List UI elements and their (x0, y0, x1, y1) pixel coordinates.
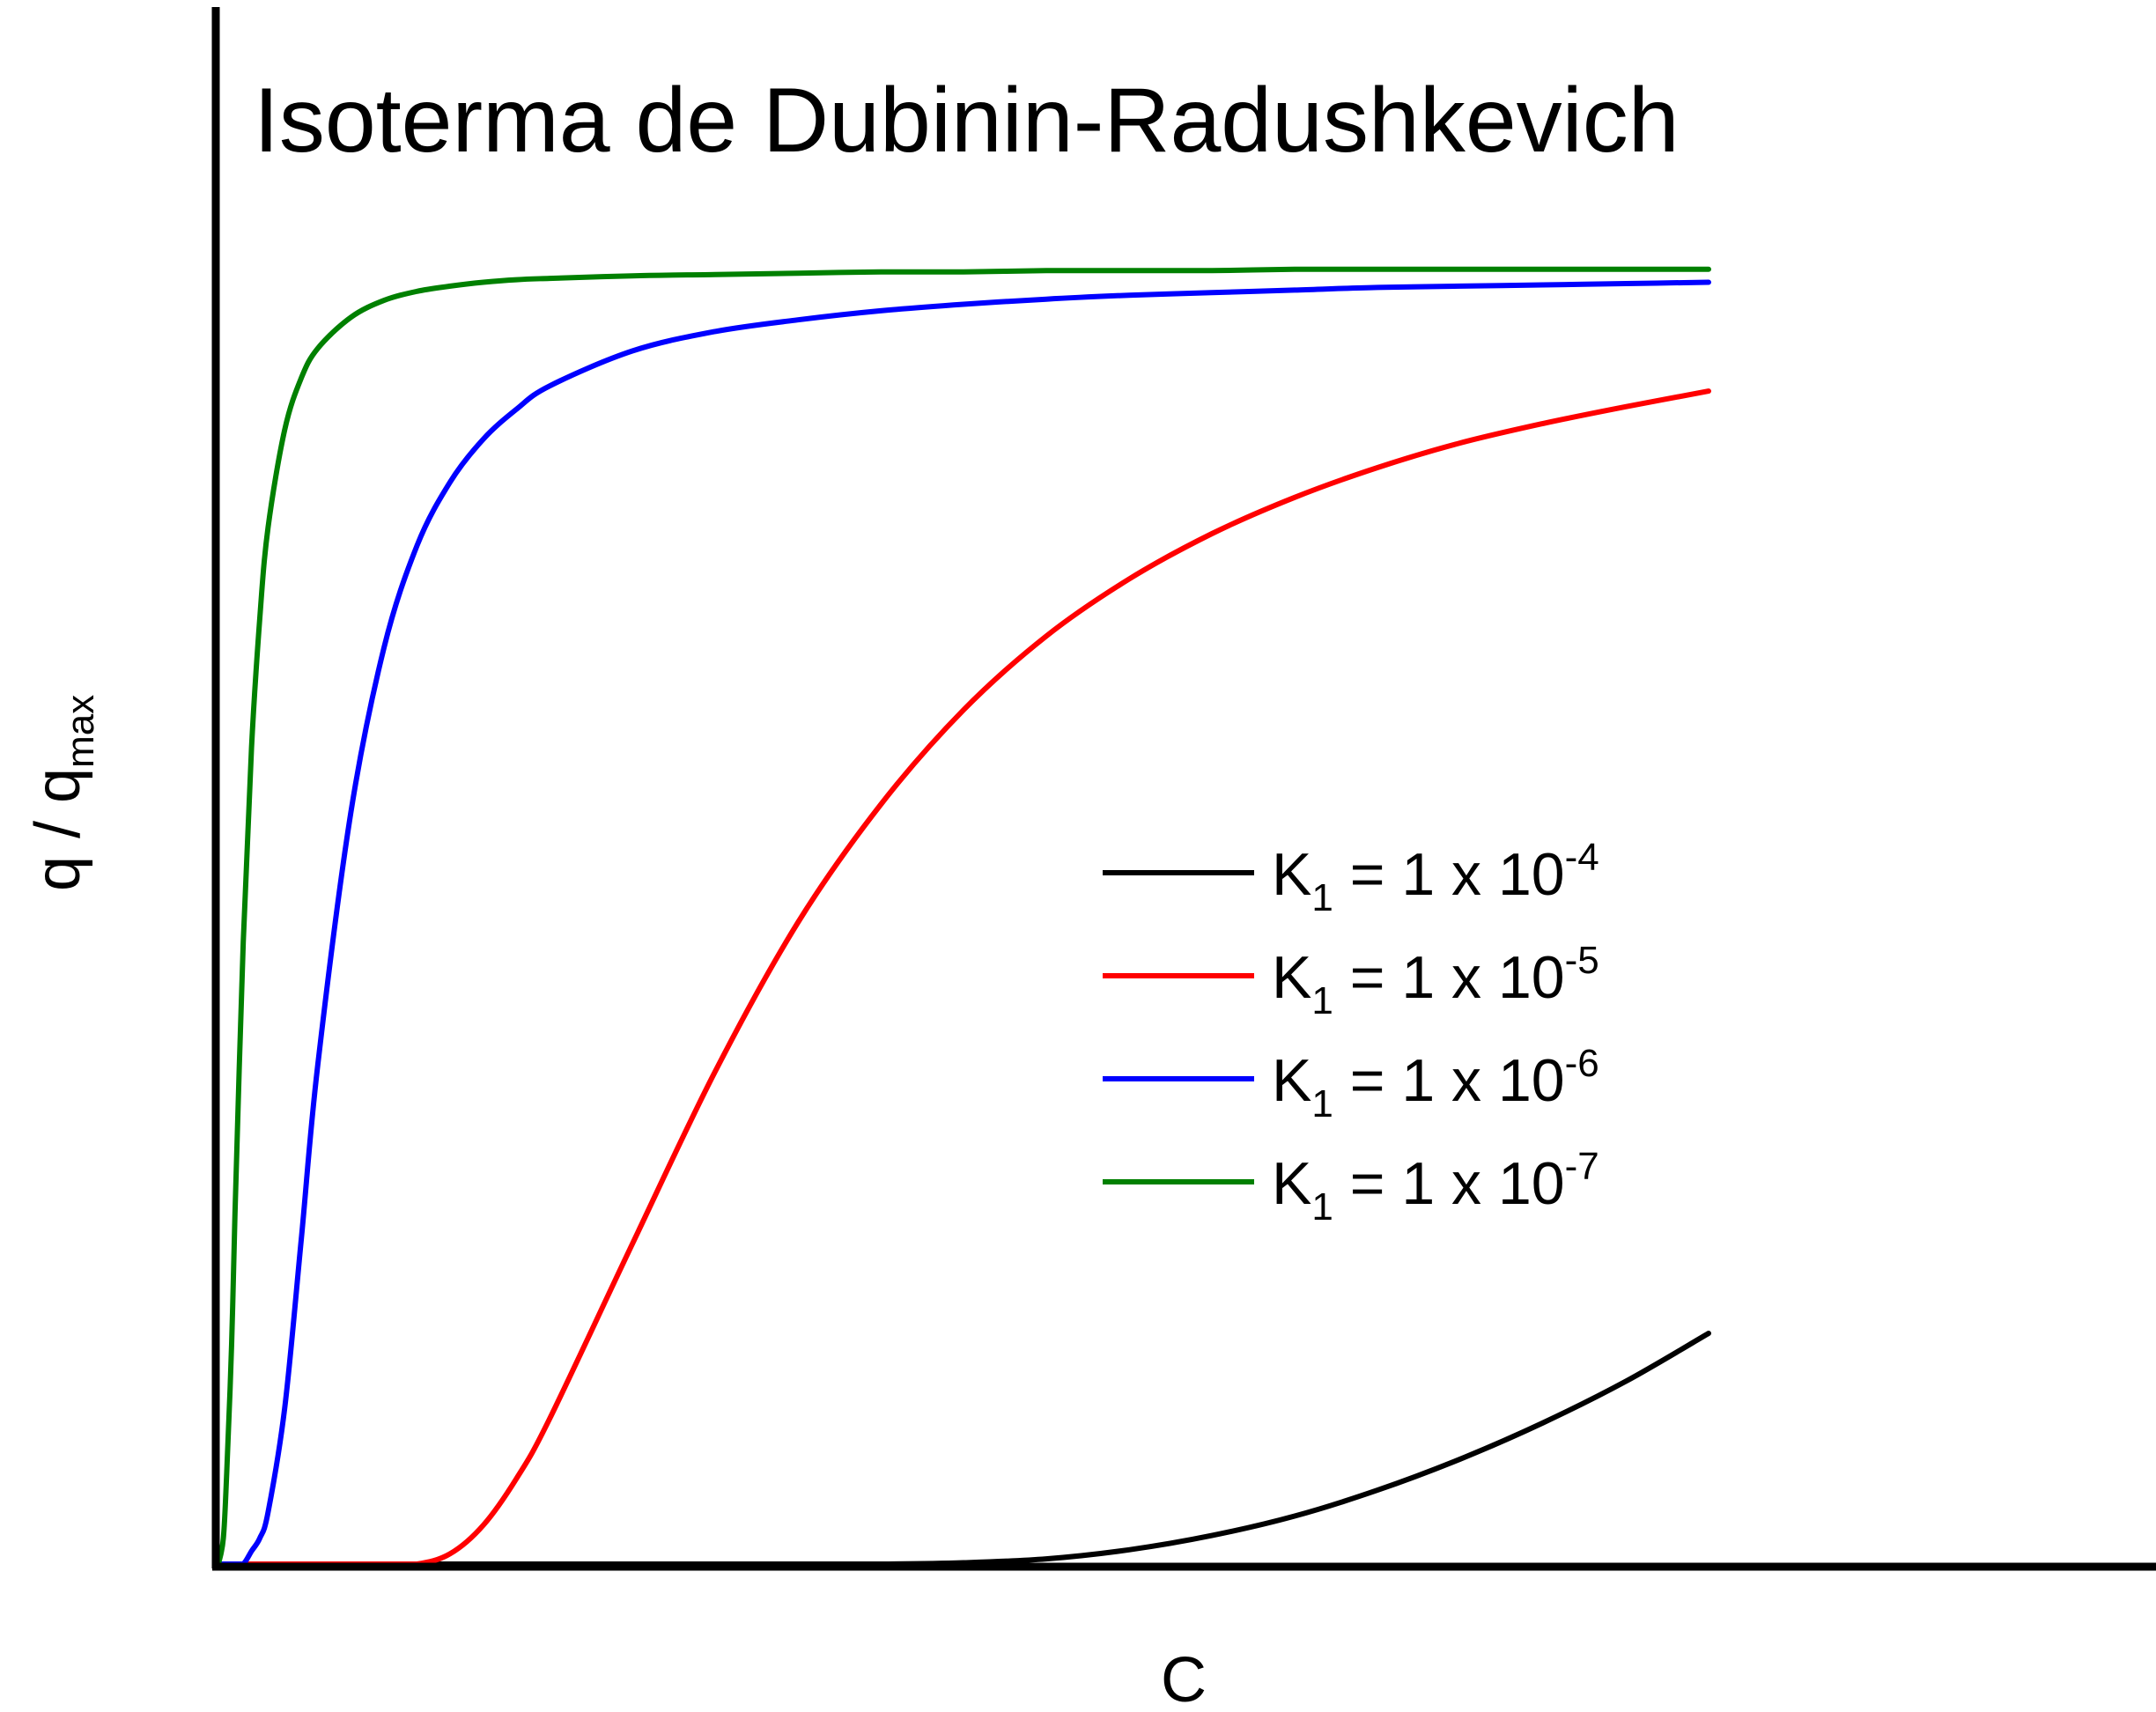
series-line-4 (216, 266, 1711, 1567)
legend-label-3: K1 = 1 x 10-6 (1272, 1042, 1599, 1125)
legend-subscript-4: 1 (1311, 1185, 1333, 1229)
legend-subscript-3: 1 (1311, 1082, 1333, 1125)
legend-superscript-2: -5 (1565, 939, 1599, 982)
legend-label-2: K1 = 1 x 10-5 (1272, 939, 1599, 1022)
legend-label-1: K1 = 1 x 10-4 (1272, 836, 1599, 919)
legend-entry-2: K1 = 1 x 10-5 (1103, 939, 1599, 1022)
legend-base-2: K (1272, 944, 1311, 1011)
series-line-3 (216, 279, 1711, 1567)
y-axis-label-subscript: max (59, 695, 102, 768)
legend-superscript-3: -6 (1565, 1042, 1599, 1085)
legend-label-4: K1 = 1 x 10-7 (1272, 1145, 1599, 1229)
legend-text-part-3: = 1 x 10 (1333, 1047, 1565, 1114)
legend-entry-3: K1 = 1 x 10-6 (1103, 1042, 1599, 1125)
legend-subscript-2: 1 (1311, 979, 1333, 1022)
legend-subscript-1: 1 (1311, 876, 1333, 919)
series-layer (216, 266, 1711, 1568)
series-line-1 (216, 1331, 1711, 1568)
legend-base-1: K (1272, 841, 1311, 908)
legend-text-part-4: = 1 x 10 (1333, 1150, 1565, 1217)
svg-text:q / qmax: q / qmax (23, 695, 102, 891)
y-axis-label-main: q / q (23, 768, 93, 891)
legend-superscript-4: -7 (1565, 1145, 1599, 1188)
legend-entry-1: K1 = 1 x 10-4 (1103, 836, 1599, 919)
legend-text-part-1: = 1 x 10 (1333, 841, 1565, 908)
legend-base-4: K (1272, 1150, 1311, 1217)
legend-base-3: K (1272, 1047, 1311, 1114)
legend-superscript-1: -4 (1565, 836, 1599, 879)
legend: K1 = 1 x 10-4K1 = 1 x 10-5K1 = 1 x 10-6K… (1103, 836, 1599, 1229)
chart-title: Isoterma de Dubinin-Radushkevich (254, 70, 1680, 172)
x-axis-label: C (1161, 1645, 1207, 1712)
legend-text-part-2: = 1 x 10 (1333, 944, 1565, 1011)
legend-entry-4: K1 = 1 x 10-7 (1103, 1145, 1599, 1229)
y-axis-label: q / qmax (23, 695, 102, 891)
